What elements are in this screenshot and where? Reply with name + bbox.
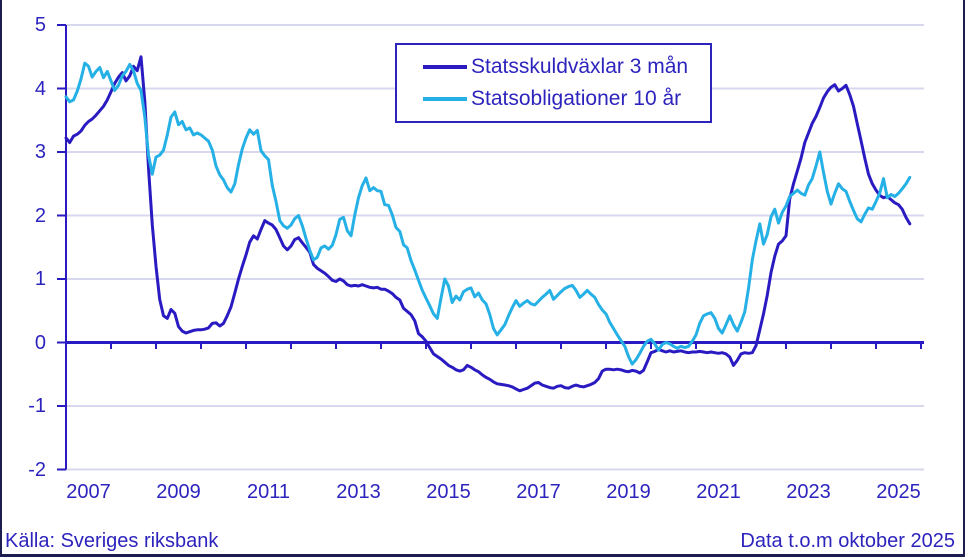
data-period-caption: Data t.o.m oktober 2025	[740, 530, 955, 552]
x-axis-tick-label: 2013	[336, 481, 381, 503]
x-axis-tick-label: 2021	[696, 481, 741, 503]
source-caption: Källa: Sveriges riksbank	[5, 530, 219, 552]
y-axis-tick-label: 4	[34, 77, 46, 100]
series-line-statsobligationer-10ar	[64, 61, 912, 366]
y-axis-tick-label: 3	[34, 141, 46, 163]
y-axis-tick-label: 0	[34, 331, 46, 354]
x-axis-tick-label: 2017	[516, 481, 561, 503]
x-axis-tick-label: 2009	[156, 481, 201, 503]
legend-label-statsobligationer: Statsobligationer 10 år	[471, 87, 682, 110]
y-axis-tick-label: 5	[34, 14, 46, 36]
legend-item-statsobligationer: Statsobligationer 10 år	[423, 87, 710, 111]
x-axis-tick-label: 2011	[246, 481, 290, 503]
y-axis-tick-label: -1	[28, 395, 46, 417]
legend-item-statsskuldvaxlar: Statsskuldväxlar 3 mån	[423, 55, 710, 79]
y-axis-tick-label: 1	[34, 268, 46, 290]
legend-box: Statsskuldväxlar 3 mån Statsobligationer…	[395, 43, 712, 123]
x-axis-tick-label: 2025	[876, 481, 921, 503]
x-axis-tick-label: 2023	[786, 481, 831, 503]
legend-line-sample-cyan-icon	[423, 97, 467, 101]
series-line-statsskuldvaxlar-3man	[64, 55, 912, 393]
x-axis-tick-label: 2015	[426, 481, 471, 503]
x-axis-tick-label: 2007	[66, 481, 111, 503]
y-axis-tick-label: -2	[28, 458, 46, 481]
x-axis-tick-label: 2019	[606, 481, 651, 503]
legend-line-sample-navy-icon	[423, 65, 467, 69]
legend-label-statsskuldvaxlar: Statsskuldväxlar 3 mån	[471, 55, 689, 78]
y-axis-tick-label: 2	[34, 204, 46, 227]
